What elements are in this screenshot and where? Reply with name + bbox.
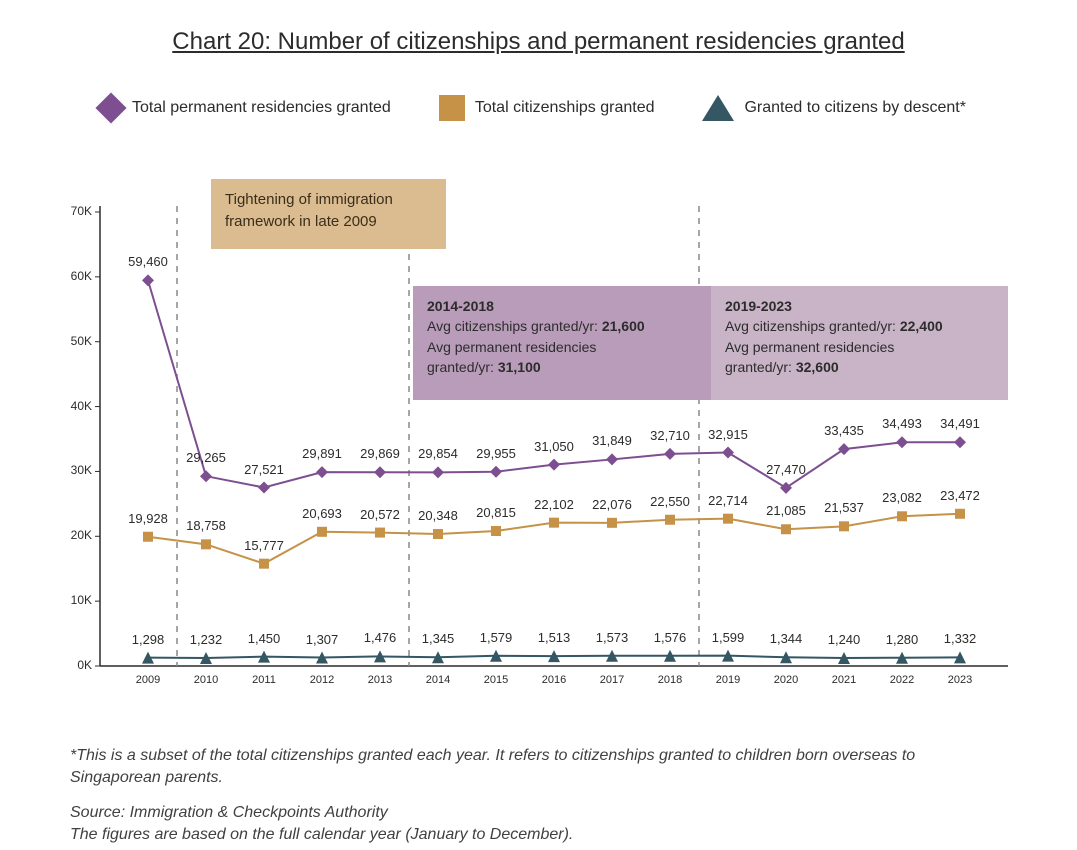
footnote-definition: *This is a subset of the total citizensh… [70,745,990,788]
datapoint-label-cit: 20,693 [302,506,342,521]
datapoint-label-desc: 1,298 [132,632,165,647]
datapoint-label-desc: 1,476 [364,630,397,645]
datapoint-label-cit: 22,102 [534,497,574,512]
datapoint-label-cit: 19,928 [128,511,168,526]
datapoint-label-pr: 34,491 [940,416,980,431]
datapoint-label-pr: 59,460 [128,254,168,269]
x-tick-label: 2019 [716,674,740,686]
datapoint-label-desc: 1,513 [538,630,571,645]
callout-tightening-l1: Tightening of immigration [225,191,393,208]
callout-b-l2a: Avg permanent residencies [725,339,894,355]
callout-b-l2c: 32,600 [796,359,839,375]
callout-a-l2c: 31,100 [498,359,541,375]
datapoint-label-desc: 1,576 [654,630,687,645]
datapoint-label-desc: 1,232 [190,632,223,647]
datapoint-label-desc: 1,345 [422,631,455,646]
x-tick-label: 2010 [194,674,218,686]
datapoint-label-pr: 32,710 [650,428,690,443]
y-tick-label: 50K [64,334,92,348]
datapoint-label-desc: 1,344 [770,631,803,646]
callout-a-l2a: Avg permanent residencies [427,339,596,355]
datapoint-label-pr: 27,521 [244,462,284,477]
source-l1: Source: Immigration & Checkpoints Author… [70,804,388,821]
x-tick-label: 2016 [542,674,566,686]
callout-a-title: 2014-2018 [427,298,494,314]
datapoint-label-pr: 27,470 [766,462,806,477]
datapoint-label-cit: 18,758 [186,518,226,533]
y-tick-label: 0K [64,658,92,672]
datapoint-label-desc: 1,573 [596,630,629,645]
datapoint-label-cit: 20,348 [418,508,458,523]
callout-a-l1b: 21,600 [602,318,645,334]
y-tick-label: 60K [64,269,92,283]
x-tick-label: 2021 [832,674,856,686]
datapoint-label-pr: 29,854 [418,446,458,461]
datapoint-label-desc: 1,332 [944,631,977,646]
datapoint-label-pr: 34,493 [882,416,922,431]
x-tick-label: 2023 [948,674,972,686]
datapoint-label-cit: 21,537 [824,500,864,515]
datapoint-label-pr: 29,869 [360,446,400,461]
callout-period-b: 2019-2023 Avg citizenships granted/yr: 2… [711,286,1008,400]
callout-period-a: 2014-2018 Avg citizenships granted/yr: 2… [413,286,711,400]
x-tick-label: 2015 [484,674,508,686]
x-tick-label: 2018 [658,674,682,686]
datapoint-label-cit: 23,472 [940,488,980,503]
source-note: Source: Immigration & Checkpoints Author… [70,802,990,845]
callout-b-l1a: Avg citizenships granted/yr: [725,318,900,334]
x-tick-label: 2017 [600,674,624,686]
datapoint-label-desc: 1,280 [886,632,919,647]
datapoint-label-cit: 22,714 [708,493,748,508]
datapoint-label-cit: 22,076 [592,497,632,512]
datapoint-label-pr: 33,435 [824,423,864,438]
callout-a-l1a: Avg citizenships granted/yr: [427,318,602,334]
datapoint-label-desc: 1,307 [306,632,339,647]
datapoint-label-cit: 22,550 [650,494,690,509]
datapoint-label-desc: 1,579 [480,630,513,645]
datapoint-label-desc: 1,240 [828,632,861,647]
datapoint-label-pr: 31,849 [592,433,632,448]
y-tick-label: 20K [64,528,92,542]
x-tick-label: 2012 [310,674,334,686]
x-tick-label: 2014 [426,674,450,686]
datapoint-label-pr: 29,891 [302,446,342,461]
datapoint-label-pr: 31,050 [534,439,574,454]
source-l2: The figures are based on the full calend… [70,826,573,843]
callout-b-title: 2019-2023 [725,298,792,314]
y-tick-label: 40K [64,399,92,413]
callout-tightening-l2: framework in late 2009 [225,213,377,230]
x-tick-label: 2013 [368,674,392,686]
y-tick-label: 10K [64,593,92,607]
y-tick-label: 70K [64,204,92,218]
datapoint-label-cit: 23,082 [882,490,922,505]
datapoint-label-desc: 1,450 [248,631,281,646]
datapoint-label-cit: 21,085 [766,503,806,518]
x-tick-label: 2022 [890,674,914,686]
x-tick-label: 2011 [252,674,276,686]
y-tick-label: 30K [64,463,92,477]
datapoint-label-cit: 20,815 [476,505,516,520]
callout-tightening: Tightening of immigration framework in l… [211,179,446,249]
callout-b-l2b: granted/yr: [725,359,796,375]
callout-a-l2b: granted/yr: [427,359,498,375]
datapoint-label-pr: 32,915 [708,427,748,442]
datapoint-label-desc: 1,599 [712,630,745,645]
datapoint-label-pr: 29,955 [476,446,516,461]
x-tick-label: 2009 [136,674,160,686]
x-tick-label: 2020 [774,674,798,686]
callout-b-l1b: 22,400 [900,318,943,334]
datapoint-label-cit: 15,777 [244,538,284,553]
datapoint-label-pr: 29,265 [186,450,226,465]
datapoint-label-cit: 20,572 [360,507,400,522]
